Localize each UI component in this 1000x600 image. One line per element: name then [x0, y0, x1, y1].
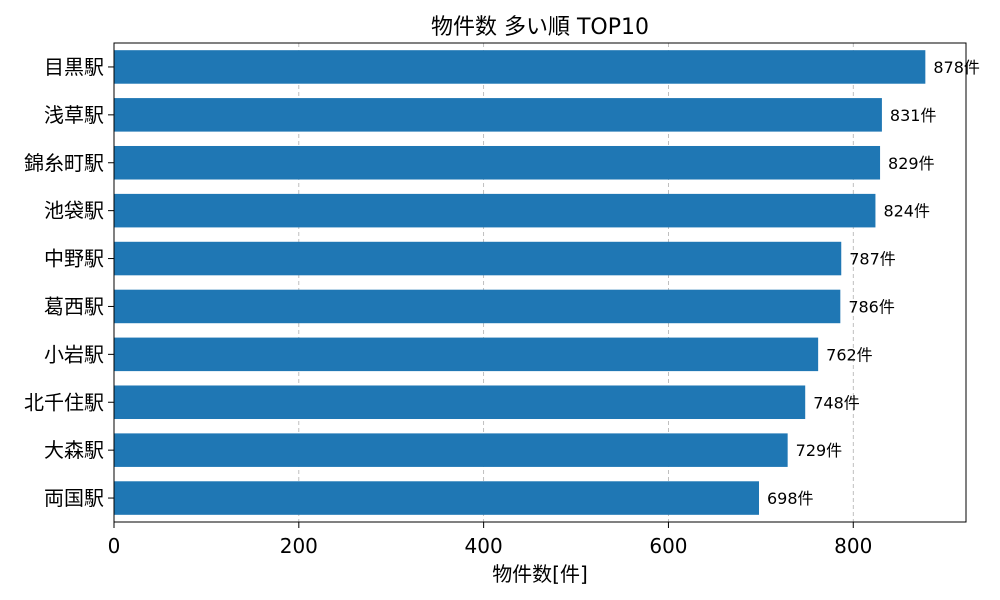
data-label: 824件 [883, 202, 930, 221]
data-label: 786件 [848, 297, 895, 316]
x-ticks: 0 200 400 600 800 [108, 522, 872, 558]
category-label: 小岩駅 [44, 342, 104, 366]
category-label: 葛西駅 [44, 294, 104, 318]
chart-title: 物件数 多い順 TOP10 [431, 15, 649, 40]
x-tick-label: 800 [834, 534, 872, 558]
data-label: 831件 [890, 106, 937, 125]
x-axis-label: 物件数[件] [492, 562, 588, 586]
category-label: 大森駅 [44, 438, 104, 462]
x-tick-label: 0 [108, 534, 121, 558]
data-label: 748件 [813, 393, 860, 412]
category-label: 目黒駅 [44, 55, 104, 79]
data-labels: 878件 831件 829件 824件 787件 786件 762件 748件 729件 698件 [767, 58, 980, 508]
data-label: 787件 [849, 250, 896, 269]
bar [114, 385, 806, 420]
plot-frame [113, 42, 967, 523]
data-label: 878件 [933, 58, 980, 77]
bar [114, 337, 819, 372]
bar [114, 193, 876, 228]
bars [114, 50, 926, 515]
category-label: 北千住駅 [24, 390, 104, 414]
x-tick-label: 400 [465, 534, 503, 558]
category-label: 中野駅 [44, 247, 104, 271]
category-label: 錦糸町駅 [24, 151, 104, 175]
x-tick-label: 600 [649, 534, 687, 558]
bar [114, 241, 842, 276]
bar [114, 289, 841, 324]
bar [114, 50, 926, 84]
x-tick-label: 200 [280, 534, 318, 558]
data-label: 729件 [796, 441, 843, 460]
category-label: 浅草駅 [44, 103, 104, 127]
bar [114, 98, 882, 132]
bar [114, 481, 760, 515]
data-label: 698件 [767, 489, 814, 508]
bar [114, 145, 881, 180]
bar [114, 433, 788, 467]
category-label: 池袋駅 [44, 199, 104, 223]
data-label: 829件 [888, 154, 935, 173]
category-label: 両国駅 [44, 486, 104, 510]
data-label: 762件 [826, 345, 873, 364]
